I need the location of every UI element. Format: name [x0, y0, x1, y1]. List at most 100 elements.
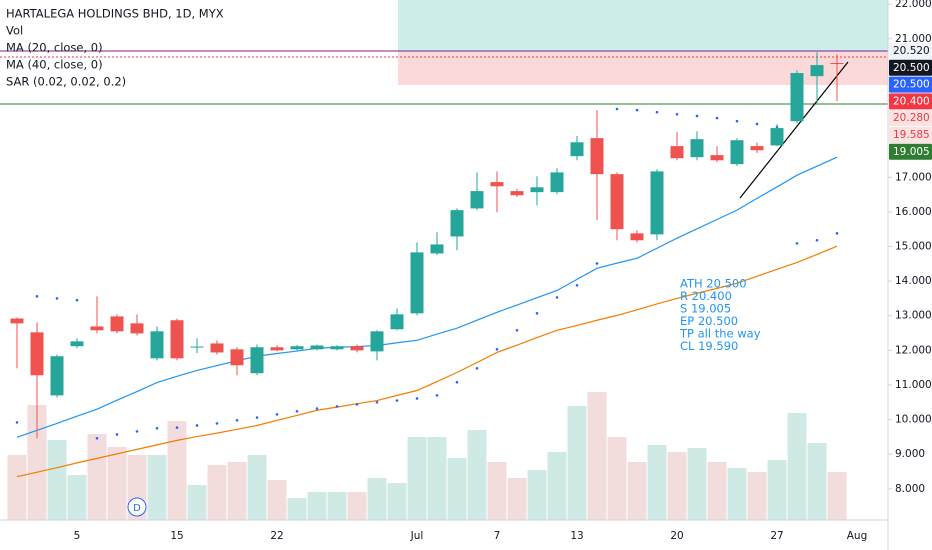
event-marker-label[interactable]: D: [133, 503, 141, 514]
legend-entry: SAR (0.02, 0.02, 0.2): [6, 75, 126, 89]
sar-dot: [815, 238, 819, 242]
sar-dot: [435, 394, 439, 397]
ma-line: [16, 245, 838, 478]
volume-bar: [187, 485, 207, 520]
candle-body: [450, 210, 464, 237]
sar-dot: [675, 112, 679, 116]
price-tag: [889, 143, 932, 160]
volume-bar: [727, 468, 747, 520]
volume-bar: [567, 406, 587, 520]
volume-bar: [67, 475, 87, 520]
sar-dot: [575, 283, 579, 287]
candle-body: [510, 191, 524, 196]
annotation-line: TP all the way: [679, 327, 761, 341]
sar-dot: [795, 242, 799, 245]
event-marker[interactable]: [127, 497, 147, 517]
legend-volume: Vol: [6, 24, 23, 38]
volume-bar: [467, 430, 487, 520]
volume-bar: [827, 472, 847, 520]
candle-body: [730, 140, 744, 165]
sar-dot: [175, 426, 179, 429]
price-tag-label: 20.500: [893, 79, 930, 91]
sar-dot: [495, 348, 499, 351]
axes: 5 15 22 Jul 7 13 20 27 Aug 22.000 21.000 17.000 16.0…: [74, 0, 932, 542]
volume-bar: [627, 462, 647, 520]
volume-bar: [767, 460, 787, 520]
volume-bar: [747, 472, 767, 520]
x-tick-label: 27: [770, 530, 783, 542]
price-tag-label: 20.520: [893, 45, 930, 57]
candle-body: [650, 171, 664, 235]
volume-bar: [167, 421, 187, 520]
candle-body: [690, 139, 704, 158]
plot-area: [7, 52, 847, 520]
volume-bar: [667, 452, 687, 520]
sar-dot: [735, 119, 739, 123]
x-tick-label: Aug: [847, 530, 868, 542]
candle-body: [810, 65, 824, 77]
candle-body: [50, 356, 64, 396]
stop-zone: [398, 52, 888, 85]
volume-bar: [487, 462, 507, 520]
volume-bar: [247, 455, 267, 520]
annotation-line: CL 19.590: [680, 339, 738, 353]
sar-dot: [35, 295, 39, 298]
volume-bar: [207, 465, 227, 520]
sar-dot: [615, 107, 619, 111]
sar-dot: [415, 397, 419, 400]
candle-body: [610, 174, 624, 230]
price-tag-label: 20.400: [893, 95, 930, 107]
volume-bar: [807, 443, 827, 520]
volume-bar: [87, 434, 107, 520]
trend-line: [739, 61, 849, 199]
y-tick-label: 21.000: [895, 33, 932, 45]
x-tick-label: 15: [170, 530, 183, 542]
price-tag: [889, 93, 932, 110]
y-tick-label: 15.000: [895, 240, 932, 252]
volume-bar: [527, 470, 547, 520]
sar-dot: [55, 297, 59, 300]
volume-bar: [607, 437, 627, 520]
x-tick-label: 7: [494, 530, 501, 542]
candle-body: [590, 138, 604, 175]
candle-body: [630, 233, 644, 241]
candle-body: [350, 346, 364, 351]
sar-dot: [535, 312, 539, 315]
annotation-line: EP 20.500: [680, 314, 738, 328]
sar-dot: [295, 409, 299, 413]
candle-body: [270, 347, 284, 351]
candle-body: [570, 142, 584, 157]
sar-dot: [355, 403, 359, 406]
sar-dot: [15, 421, 19, 424]
y-tick-label: 8.000: [895, 483, 925, 495]
candle-body: [430, 244, 444, 254]
price-tag-label: 19.005: [893, 146, 930, 158]
candle-body: [190, 346, 204, 348]
volume-bar: [507, 478, 527, 520]
sar-dot: [335, 405, 339, 408]
y-tick-label: 9.000: [895, 448, 925, 460]
volume-bar: [687, 448, 707, 520]
sar-dot: [475, 367, 479, 370]
sar-dot: [95, 436, 99, 440]
candle-body: [750, 146, 764, 151]
y-tick-label: 14.000: [895, 275, 932, 287]
candle-body: [790, 73, 804, 122]
price-tag-label: 19.585: [893, 129, 930, 141]
x-tick-label: 22: [270, 530, 283, 542]
sar-dot: [135, 430, 139, 433]
ma-line: [16, 156, 838, 438]
candle-body: [530, 187, 544, 193]
price-tag: [889, 43, 932, 59]
chart-title: HARTALEGA HOLDINGS BHD, 1D, MYX: [6, 7, 224, 21]
candle-body: [30, 332, 44, 376]
sar-dot: [235, 418, 239, 422]
x-tick-label: 13: [570, 530, 583, 542]
candle-body: [330, 346, 344, 350]
sar-dot: [315, 407, 319, 410]
candle-body: [490, 182, 504, 187]
annotation-line: S 19.005: [680, 302, 731, 316]
candle-body: [290, 346, 304, 350]
x-tick-label: 20: [670, 530, 683, 542]
